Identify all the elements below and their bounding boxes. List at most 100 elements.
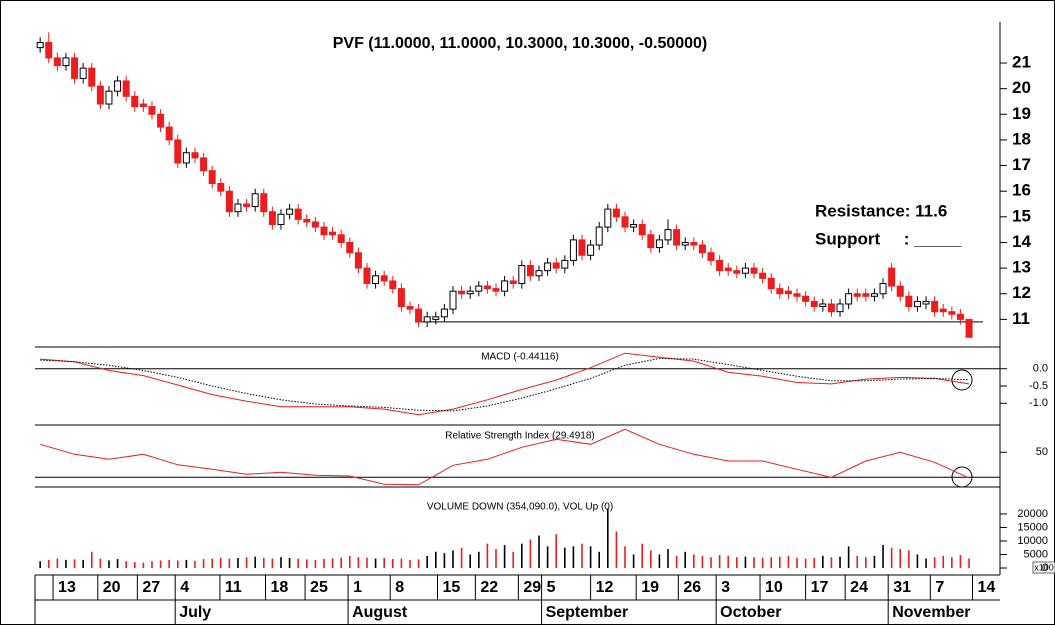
volume-bar [391,559,394,568]
volume-bar [469,554,471,568]
panel-title: MACD (-0.44116) [481,352,559,363]
candle-body [647,234,655,249]
volume-bar [796,557,798,568]
volume-bar [710,557,712,568]
volume-bar [503,545,506,568]
candle-body [53,57,61,67]
y-tick-label: 10000 [1017,535,1048,547]
volume-bar [641,543,644,568]
candle-body [741,267,749,274]
volume-bar [323,558,325,568]
volume-bar [581,543,583,568]
x-tick-label: 24 [850,579,868,596]
volume-bar [693,554,695,568]
volume-bar [761,557,764,568]
y-tick-label: 14 [1012,232,1031,251]
volume-bar [202,559,205,568]
volume-bar [753,557,755,568]
volume-bar [727,555,730,568]
candle-body [793,293,801,297]
candle-body [587,244,595,256]
volume-bar [254,556,256,568]
volume-bar [675,555,678,568]
volume-bar [925,558,927,568]
candle-body [225,190,233,213]
volume-bar [400,558,403,568]
volume-bar [667,549,669,568]
volume-bar [185,559,188,568]
candle-body [931,300,939,313]
candle-body [552,262,560,269]
x-tick-label: 17 [811,579,829,596]
candle-body [690,241,698,246]
candle-body [79,67,87,79]
volume-bar [477,551,480,568]
candle-body [664,229,672,241]
candle-body [458,290,466,295]
annotation: Support : _____ [815,229,962,248]
volume-bar [90,551,93,568]
y-tick-label: 20000 [1017,508,1048,520]
candle-body [578,239,586,256]
volume-bar [409,559,411,568]
candle-body [268,211,276,226]
x-tick-label: 26 [683,579,701,596]
candle-body [475,285,483,292]
candle-body [208,170,216,185]
x-tick-label: 19 [641,579,659,596]
candle-body [251,193,259,208]
candle-body [96,85,104,105]
y-tick-label: 15000 [1017,521,1048,533]
y-tick-label: 18 [1012,129,1031,148]
volume-bar [280,557,282,568]
x-tick-label: 14 [977,579,995,596]
candle-body [191,152,199,159]
volume-bar [770,557,773,568]
indicator-line [40,357,970,412]
candle-body [759,272,767,279]
volume-bar [942,555,945,568]
volume-bar [847,546,850,568]
volume-bar [865,557,867,568]
volume-bar [82,559,84,568]
candle-body [406,306,414,310]
candle-body [62,57,70,67]
candle-body [948,311,956,315]
volume-bar [65,559,67,568]
y-tick-label: 16 [1012,181,1031,200]
candle-body [819,303,827,308]
y-tick-label: 15 [1012,206,1031,225]
x-tick-label: 18 [270,579,288,596]
volume-bar [297,558,299,568]
candle-body [346,241,354,254]
candle-body [286,208,294,215]
y-tick-label: -0.5 [1029,380,1048,392]
volume-bar [305,559,308,568]
candle-body [509,280,517,284]
candle-body [965,318,973,338]
x-tick-label: 10 [765,579,783,596]
candle-body [681,241,689,246]
volume-bar [916,554,919,568]
candle-body [88,67,96,87]
candle-body [294,208,302,220]
volume-bar [607,508,609,568]
candle-body [879,282,887,295]
y-tick-label: 12 [1012,283,1031,302]
volume-bar [116,559,119,568]
candle-body [363,267,371,284]
volume-bar [314,559,317,568]
candle-body [389,280,397,290]
candle-body [655,239,663,249]
candle-body [905,295,913,308]
candle-body [492,288,500,292]
unit-box [1032,561,1055,574]
volume-bar [873,555,876,568]
volume-bar [951,557,953,568]
volume-bar [787,555,790,568]
y-tick-label: 20 [1012,78,1031,97]
month-label: July [179,604,211,621]
volume-bar [632,554,635,568]
